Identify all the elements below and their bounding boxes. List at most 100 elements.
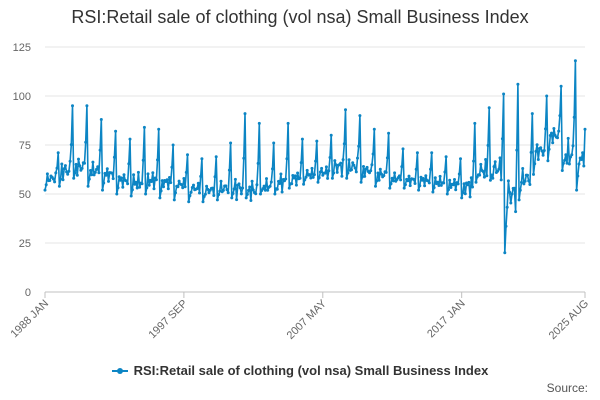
data-point[interactable] (43, 188, 47, 192)
data-point[interactable] (91, 160, 95, 164)
series-line[interactable] (43, 59, 587, 255)
data-point[interactable] (508, 190, 512, 194)
data-point[interactable] (382, 174, 386, 178)
data-point[interactable] (205, 184, 209, 188)
data-point[interactable] (317, 176, 321, 180)
data-point[interactable] (473, 121, 477, 125)
data-point[interactable] (229, 141, 233, 145)
data-point[interactable] (561, 161, 565, 165)
data-point[interactable] (263, 188, 267, 192)
data-point[interactable] (268, 184, 272, 188)
data-point[interactable] (419, 175, 423, 179)
data-point[interactable] (467, 180, 471, 184)
data-point[interactable] (202, 195, 206, 198)
data-point[interactable] (523, 179, 527, 183)
data-point[interactable] (316, 180, 320, 184)
data-point[interactable] (187, 200, 191, 204)
data-point[interactable] (124, 179, 128, 183)
data-point[interactable] (57, 184, 61, 188)
data-point[interactable] (284, 177, 288, 181)
data-point[interactable] (226, 191, 230, 195)
data-point[interactable] (183, 185, 187, 189)
data-point[interactable] (135, 186, 139, 190)
data-point[interactable] (212, 194, 216, 197)
data-point[interactable] (275, 187, 279, 191)
data-point[interactable] (195, 187, 199, 191)
data-point[interactable] (97, 171, 101, 175)
data-point[interactable] (77, 157, 80, 161)
data-point[interactable] (145, 186, 149, 190)
data-point[interactable] (415, 151, 419, 155)
data-point[interactable] (302, 182, 306, 186)
data-point[interactable] (487, 106, 491, 110)
data-point[interactable] (171, 143, 175, 147)
data-point[interactable] (359, 180, 363, 184)
data-point[interactable] (126, 182, 130, 186)
data-point[interactable] (498, 156, 502, 160)
data-point[interactable] (505, 205, 509, 209)
series-path[interactable] (44, 59, 586, 254)
data-point[interactable] (207, 191, 211, 195)
data-point[interactable] (360, 175, 364, 179)
data-point[interactable] (378, 167, 382, 171)
data-point[interactable] (315, 139, 319, 143)
data-point[interactable] (158, 196, 162, 200)
data-point[interactable] (232, 187, 236, 191)
data-point[interactable] (552, 127, 556, 130)
data-point[interactable] (418, 184, 422, 188)
data-point[interactable] (570, 153, 574, 157)
data-point[interactable] (242, 156, 246, 160)
data-point[interactable] (87, 177, 91, 181)
data-point[interactable] (261, 187, 265, 191)
data-point[interactable] (461, 191, 465, 195)
data-point[interactable] (560, 169, 564, 172)
data-point[interactable] (55, 166, 59, 170)
data-point[interactable] (391, 179, 395, 183)
data-point[interactable] (572, 115, 576, 119)
data-point[interactable] (462, 182, 466, 186)
data-point[interactable] (259, 192, 262, 196)
data-point[interactable] (248, 185, 252, 189)
data-point[interactable] (250, 179, 254, 183)
data-point[interactable] (575, 188, 579, 192)
data-point[interactable] (314, 159, 318, 163)
data-point[interactable] (362, 165, 365, 168)
data-point[interactable] (105, 167, 109, 171)
data-point[interactable] (85, 104, 89, 108)
data-point[interactable] (225, 188, 229, 192)
data-point[interactable] (339, 161, 343, 165)
data-point[interactable] (132, 173, 136, 177)
data-point[interactable] (152, 187, 156, 191)
data-point[interactable] (238, 186, 242, 190)
data-point[interactable] (160, 179, 164, 183)
data-point[interactable] (142, 125, 146, 129)
chart-credits[interactable]: Source: (546, 381, 588, 395)
data-point[interactable] (266, 188, 270, 192)
data-point[interactable] (182, 177, 186, 180)
data-point[interactable] (351, 161, 355, 165)
data-point[interactable] (335, 170, 339, 174)
data-point[interactable] (490, 173, 494, 177)
data-point[interactable] (198, 191, 201, 195)
data-point[interactable] (330, 176, 334, 180)
data-point[interactable] (397, 174, 401, 178)
data-point[interactable] (456, 182, 460, 186)
data-point[interactable] (245, 192, 249, 196)
data-point[interactable] (122, 173, 126, 177)
data-point[interactable] (563, 158, 567, 162)
data-point[interactable] (356, 156, 359, 160)
data-point[interactable] (566, 136, 570, 140)
data-point[interactable] (579, 158, 583, 161)
data-point[interactable] (181, 186, 185, 190)
data-point[interactable] (500, 137, 504, 141)
data-point[interactable] (534, 149, 538, 153)
data-point[interactable] (84, 140, 88, 144)
data-point[interactable] (374, 184, 377, 188)
data-point[interactable] (265, 177, 268, 181)
data-point[interactable] (512, 186, 516, 190)
data-point[interactable] (444, 155, 448, 159)
data-point[interactable] (550, 131, 553, 135)
data-point[interactable] (417, 188, 421, 192)
data-point[interactable] (369, 169, 373, 173)
data-point[interactable] (433, 176, 437, 180)
